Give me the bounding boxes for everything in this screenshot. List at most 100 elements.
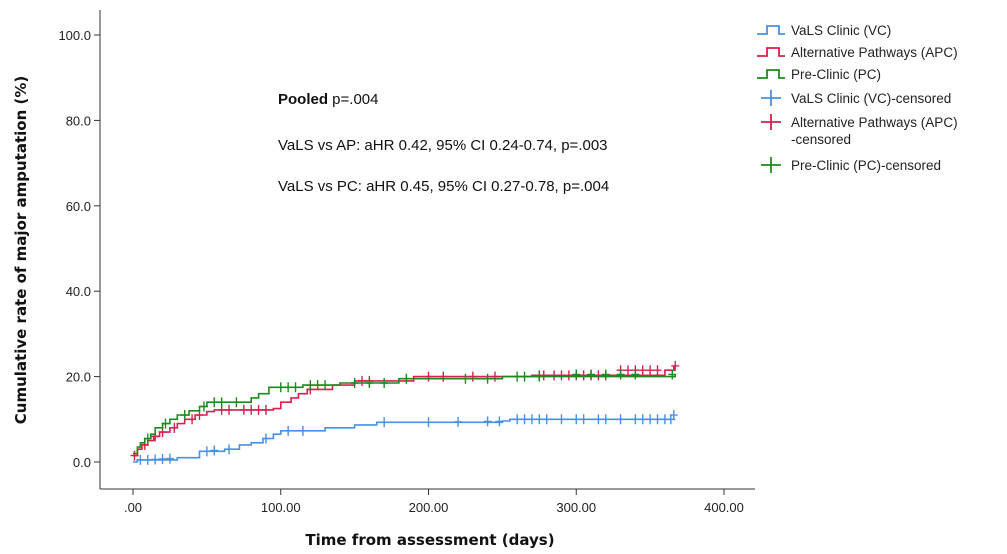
censor-mark-vals — [136, 454, 145, 465]
censor-mark-vals — [424, 417, 433, 428]
censor-mark-apc — [358, 375, 367, 386]
censor-mark-vals — [225, 444, 234, 455]
censor-mark-vals — [527, 414, 536, 425]
censor-mark-vals — [601, 414, 610, 425]
series-layer — [130, 360, 680, 465]
censor-mark-pc — [483, 373, 492, 384]
censor-mark-apc — [653, 365, 662, 376]
x-axis-title: Time from assessment (days) — [305, 531, 554, 549]
censor-mark-pc — [668, 369, 677, 380]
y-tick-label: 20.0 — [66, 370, 91, 385]
censor-mark-pc — [520, 371, 529, 382]
censor-mark-vals — [535, 414, 544, 425]
legend-item: Alternative Pathways (APC) -censored — [761, 114, 958, 147]
censor-mark-apc — [564, 370, 573, 381]
censor-mark-apc — [188, 414, 197, 425]
censor-mark-pc — [284, 382, 293, 393]
censor-mark-pc — [380, 378, 389, 389]
legend-item: Pre-Clinic (PC) — [757, 67, 881, 82]
legend-line-swatch — [757, 47, 785, 57]
censor-mark-pc — [402, 373, 411, 384]
censor-mark-pc — [461, 373, 470, 384]
censor-mark-vals — [165, 453, 174, 464]
censor-mark-pc — [232, 397, 241, 408]
legend-label-continued: -censored — [791, 132, 851, 147]
censor-mark-pc — [535, 371, 544, 382]
censor-mark-vals — [261, 433, 270, 444]
censor-mark-vals — [158, 454, 167, 465]
censor-mark-apc — [638, 365, 647, 376]
x-tick-label: 400.00 — [704, 500, 744, 515]
censor-mark-apc — [550, 370, 559, 381]
y-tick-label: 80.0 — [66, 113, 91, 128]
censor-mark-apc — [247, 404, 256, 415]
censor-mark-vals — [520, 414, 529, 425]
censor-mark-vals — [572, 414, 581, 425]
legend-line-swatch — [757, 25, 785, 35]
censor-mark-apc — [623, 365, 632, 376]
x-tick-label: 200.00 — [409, 500, 449, 515]
censor-mark-apc — [594, 370, 603, 381]
censor-mark-pc — [321, 380, 330, 391]
censor-mark-apc — [424, 371, 433, 382]
censor-mark-pc — [276, 382, 285, 393]
legend-marker-swatch — [761, 157, 781, 173]
censor-mark-vals — [616, 414, 625, 425]
censor-mark-vals — [557, 414, 566, 425]
censor-mark-vals — [454, 416, 463, 427]
censor-mark-apc — [261, 404, 270, 415]
censor-mark-pc — [587, 369, 596, 380]
legend: VaLS Clinic (VC) Alternative Pathways (AP… — [757, 23, 958, 173]
y-axis-title: Cumulative rate of major amputation (%) — [12, 76, 30, 424]
censor-mark-apc — [468, 371, 477, 382]
x-tick-label: 100.00 — [261, 500, 301, 515]
censor-mark-vals — [151, 454, 160, 465]
censor-mark-pc — [217, 397, 226, 408]
censor-mark-apc — [557, 370, 566, 381]
legend-marker-swatch — [761, 114, 781, 130]
legend-label: Alternative Pathways (APC) — [791, 115, 958, 130]
series-line-apc — [133, 365, 675, 457]
censor-mark-pc — [313, 380, 322, 391]
y-tick-label: 100.0 — [58, 28, 91, 43]
censor-mark-pc — [513, 371, 522, 382]
annotation-pooled: Pooled p=.004 — [278, 91, 378, 108]
legend-item: Alternative Pathways (APC) — [757, 45, 958, 60]
legend-label: Alternative Pathways (APC) — [791, 45, 958, 60]
censor-mark-apc — [646, 365, 655, 376]
censor-mark-vals — [638, 414, 647, 425]
censor-mark-pc — [365, 378, 374, 389]
censor-mark-vals — [298, 425, 307, 436]
censor-mark-pc — [572, 369, 581, 380]
censor-mark-apc — [158, 427, 167, 438]
legend-item: VaLS Clinic (VC)-censored — [761, 90, 951, 106]
censor-mark-vals — [284, 425, 293, 436]
censor-mark-pc — [291, 382, 300, 393]
censor-mark-vals — [542, 414, 551, 425]
y-tick-label: 60.0 — [66, 199, 91, 214]
x-tick-label: .00 — [124, 500, 142, 515]
censor-mark-vals — [495, 416, 504, 427]
series-line-pc — [133, 374, 676, 455]
annotation-pooled-label: Pooled — [278, 91, 328, 108]
censor-mark-pc — [143, 433, 152, 444]
censor-mark-apc — [170, 422, 179, 433]
censor-mark-vals — [483, 416, 492, 427]
censor-mark-apc — [539, 370, 548, 381]
censor-mark-vals — [143, 454, 152, 465]
censor-mark-apc — [130, 450, 139, 461]
y-tick-label: 40.0 — [66, 284, 91, 299]
annotation-pooled-value: p=.004 — [328, 91, 378, 108]
series-line-vals — [133, 418, 676, 463]
legend-marker-swatch — [761, 90, 781, 106]
censor-mark-vals — [594, 414, 603, 425]
x-ticks: .00 100.00 200.00 300.00 400.00 — [124, 489, 744, 515]
x-tick-label: 300.00 — [556, 500, 596, 515]
legend-label: VaLS Clinic (VC) — [791, 23, 891, 38]
legend-label: Pre-Clinic (PC) — [791, 67, 881, 82]
censor-mark-pc — [306, 380, 315, 391]
y-ticks: 0.0 20.0 40.0 60.0 80.0 100.0 — [58, 28, 100, 470]
censor-mark-vals — [202, 446, 211, 457]
legend-item: Pre-Clinic (PC)-censored — [761, 157, 941, 173]
censor-mark-apc — [225, 404, 234, 415]
